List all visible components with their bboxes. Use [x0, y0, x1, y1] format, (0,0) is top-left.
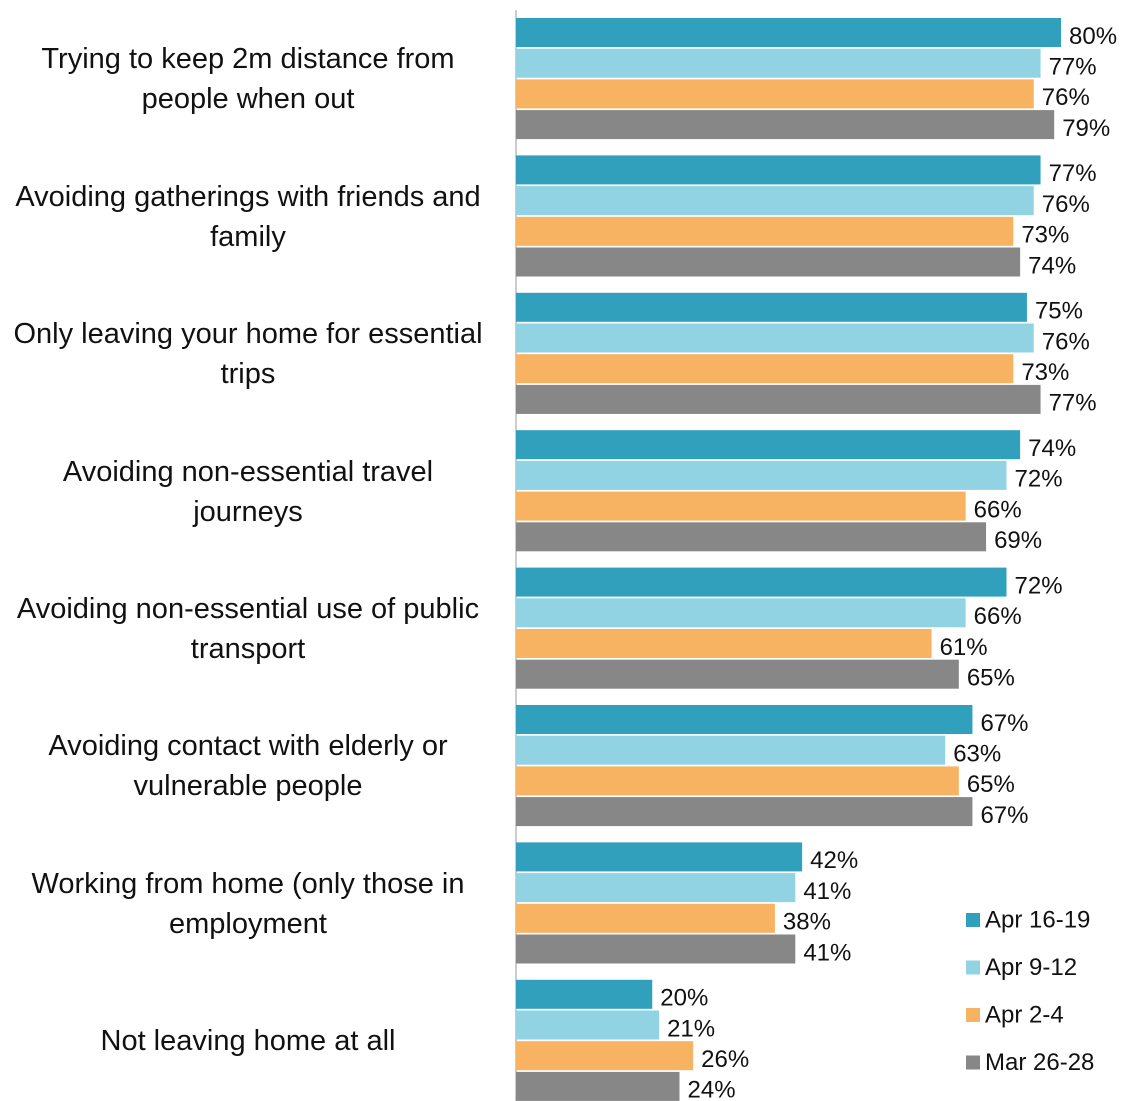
value-label: 77%	[1049, 390, 1097, 417]
category-label: Avoiding non-essential use of public tra…	[16, 593, 480, 665]
bar	[516, 659, 959, 689]
value-label: 76%	[1042, 191, 1090, 218]
bar	[516, 110, 1055, 140]
category-label: Avoiding non-essential travel journeys	[62, 455, 434, 528]
category-label: Not leaving home at all	[100, 1025, 396, 1058]
bar	[516, 155, 1041, 185]
value-label: 63%	[953, 741, 1001, 768]
value-label: 72%	[1015, 466, 1063, 493]
value-label: 38%	[783, 909, 831, 936]
value-label: 72%	[1015, 572, 1063, 599]
category-label: Avoiding gatherings with friends and fam…	[15, 180, 481, 253]
value-label: 74%	[1028, 252, 1076, 279]
category-label: Trying to keep 2m distance from people w…	[41, 43, 455, 116]
legend-label: Mar 26-28	[985, 1049, 1094, 1076]
bar	[516, 934, 796, 964]
value-label: 76%	[1042, 84, 1090, 111]
value-label: 74%	[1028, 435, 1076, 462]
bar	[516, 979, 653, 1009]
category-label: Only leaving your home for essential tri…	[13, 318, 483, 391]
bar	[516, 522, 987, 552]
bar	[516, 491, 966, 521]
value-label: 76%	[1042, 328, 1090, 355]
value-label: 73%	[1021, 222, 1069, 249]
bar	[516, 1071, 680, 1101]
bar	[516, 766, 959, 796]
value-label: 66%	[974, 496, 1022, 523]
bar	[516, 735, 946, 765]
value-label: 77%	[1049, 160, 1097, 187]
bar	[516, 1041, 694, 1071]
bar	[516, 629, 932, 658]
bar	[516, 323, 1034, 353]
bar	[516, 354, 1014, 384]
value-label: 65%	[967, 665, 1015, 692]
value-label: 65%	[967, 771, 1015, 798]
legend-label: Apr 9-12	[985, 954, 1077, 981]
legend-label: Apr 2-4	[985, 1001, 1064, 1028]
value-label: 77%	[1049, 54, 1097, 81]
bar	[516, 598, 966, 628]
value-label: 75%	[1035, 298, 1083, 325]
bar	[516, 873, 796, 903]
legend-label: Apr 16-19	[985, 906, 1090, 933]
legend-swatch	[966, 1055, 980, 1070]
value-label: 20%	[660, 985, 708, 1012]
value-label: 66%	[974, 603, 1022, 630]
bar	[516, 79, 1034, 109]
bar	[516, 842, 803, 872]
bar	[516, 903, 775, 933]
value-label: 21%	[667, 1015, 715, 1042]
bar	[516, 18, 1061, 47]
category-label: Avoiding contact with elderly or vulnera…	[48, 730, 448, 803]
bar	[516, 460, 1007, 490]
legend-swatch	[966, 960, 980, 975]
bar	[516, 48, 1041, 78]
value-label: 42%	[810, 847, 858, 874]
category-label: Working from home (only those in employm…	[31, 867, 465, 940]
value-label: 73%	[1021, 359, 1069, 386]
bar	[516, 567, 1007, 597]
bar	[516, 292, 1027, 322]
value-label: 41%	[803, 878, 851, 905]
bar	[516, 186, 1034, 216]
bar	[516, 216, 1014, 246]
value-label: 26%	[701, 1046, 749, 1073]
value-label: 79%	[1062, 115, 1110, 142]
value-label: 41%	[803, 939, 851, 966]
legend-swatch	[966, 913, 980, 927]
value-label: 24%	[688, 1077, 736, 1101]
bar	[516, 705, 973, 734]
value-label: 67%	[980, 710, 1028, 737]
bar	[516, 384, 1041, 414]
value-label: 80%	[1069, 23, 1117, 50]
bar	[516, 1010, 660, 1040]
bar	[516, 797, 973, 827]
bar	[516, 430, 1021, 460]
value-label: 69%	[994, 527, 1042, 554]
value-label: 67%	[980, 802, 1028, 829]
bar	[516, 247, 1021, 277]
legend-swatch	[966, 1008, 980, 1022]
value-label: 61%	[940, 634, 988, 661]
